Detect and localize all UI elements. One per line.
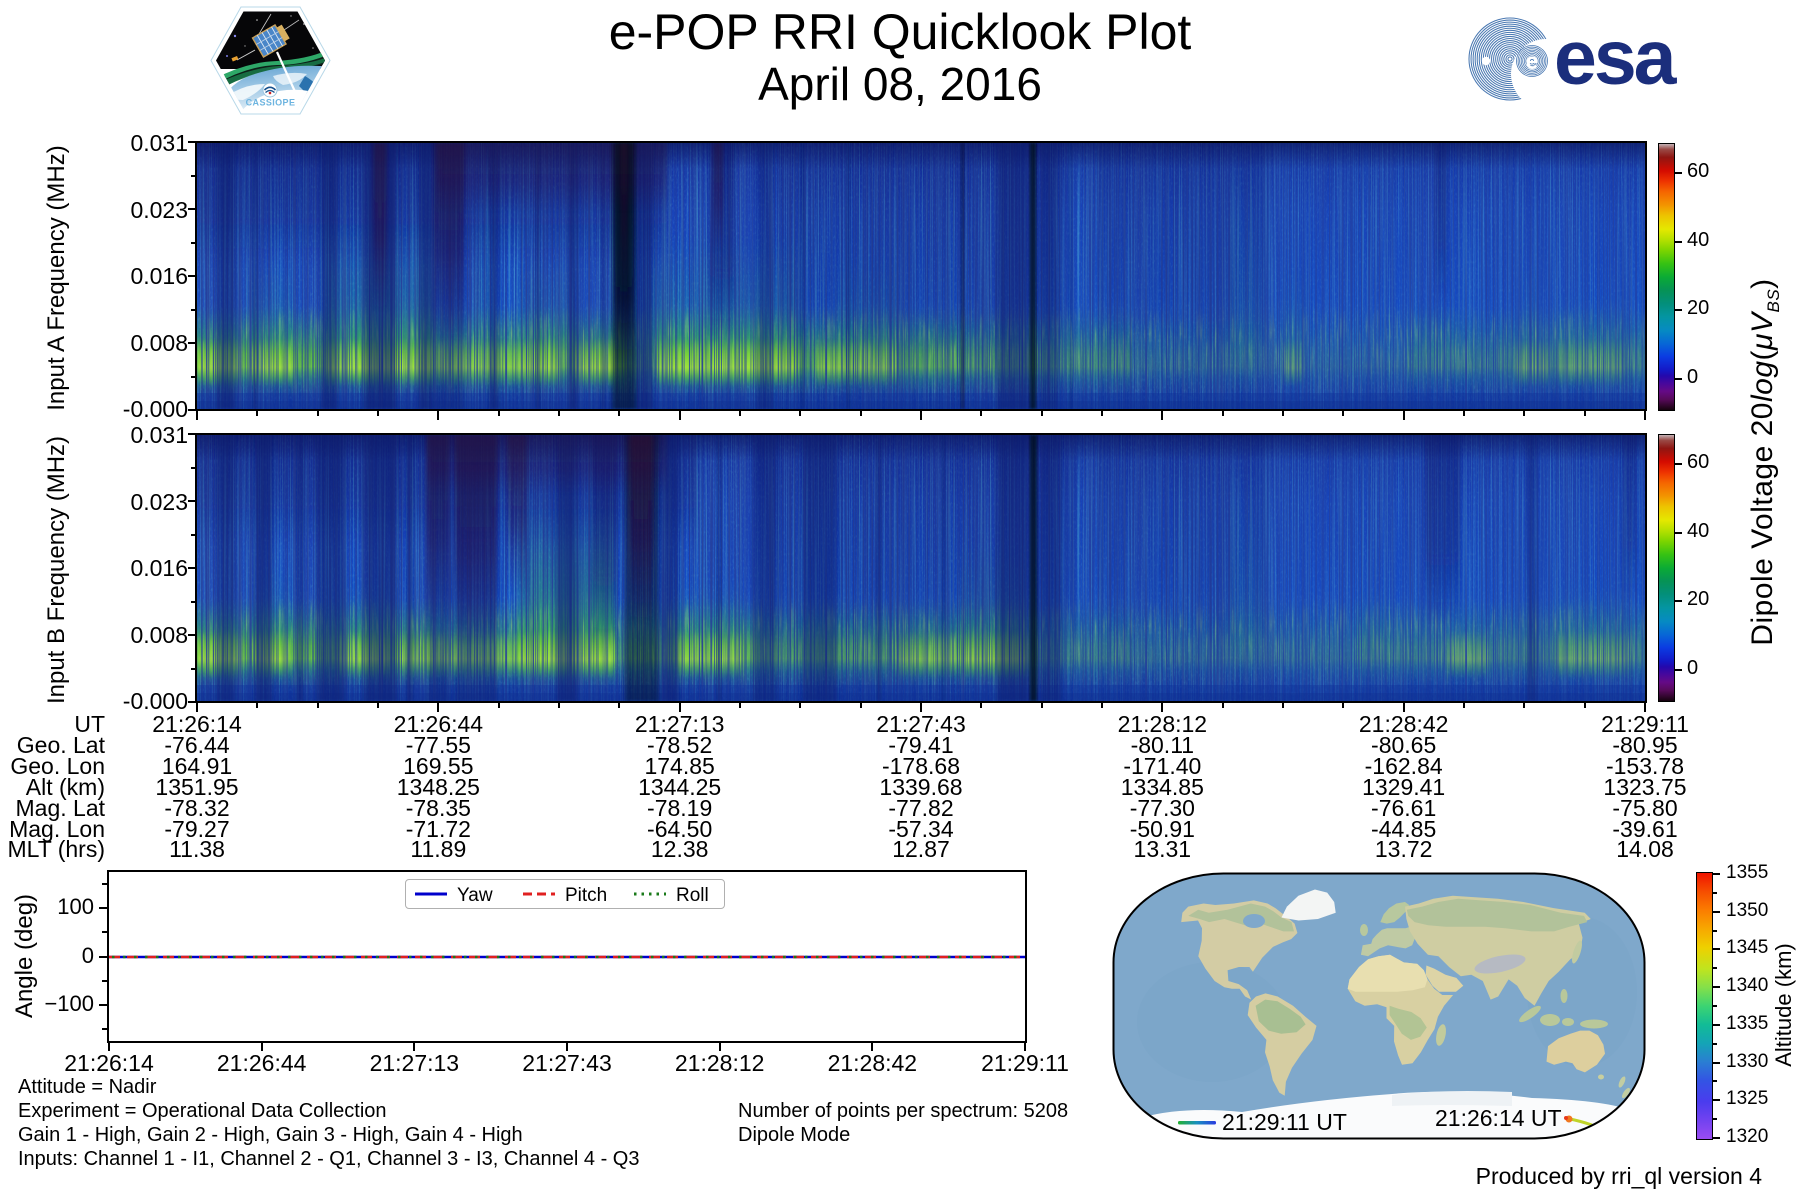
svg-text:21:29:11 UT: 21:29:11 UT — [1222, 1109, 1347, 1135]
svg-text:Roll: Roll — [676, 885, 709, 906]
svg-text:e: e — [1526, 48, 1539, 74]
svg-text:Yaw: Yaw — [457, 885, 493, 906]
svg-text:esa: esa — [1554, 15, 1678, 101]
svg-text:CASSIOPE: CASSIOPE — [246, 98, 296, 108]
svg-text:21:26:14 UT: 21:26:14 UT — [1435, 1105, 1562, 1131]
svg-text:Pitch: Pitch — [565, 885, 607, 906]
